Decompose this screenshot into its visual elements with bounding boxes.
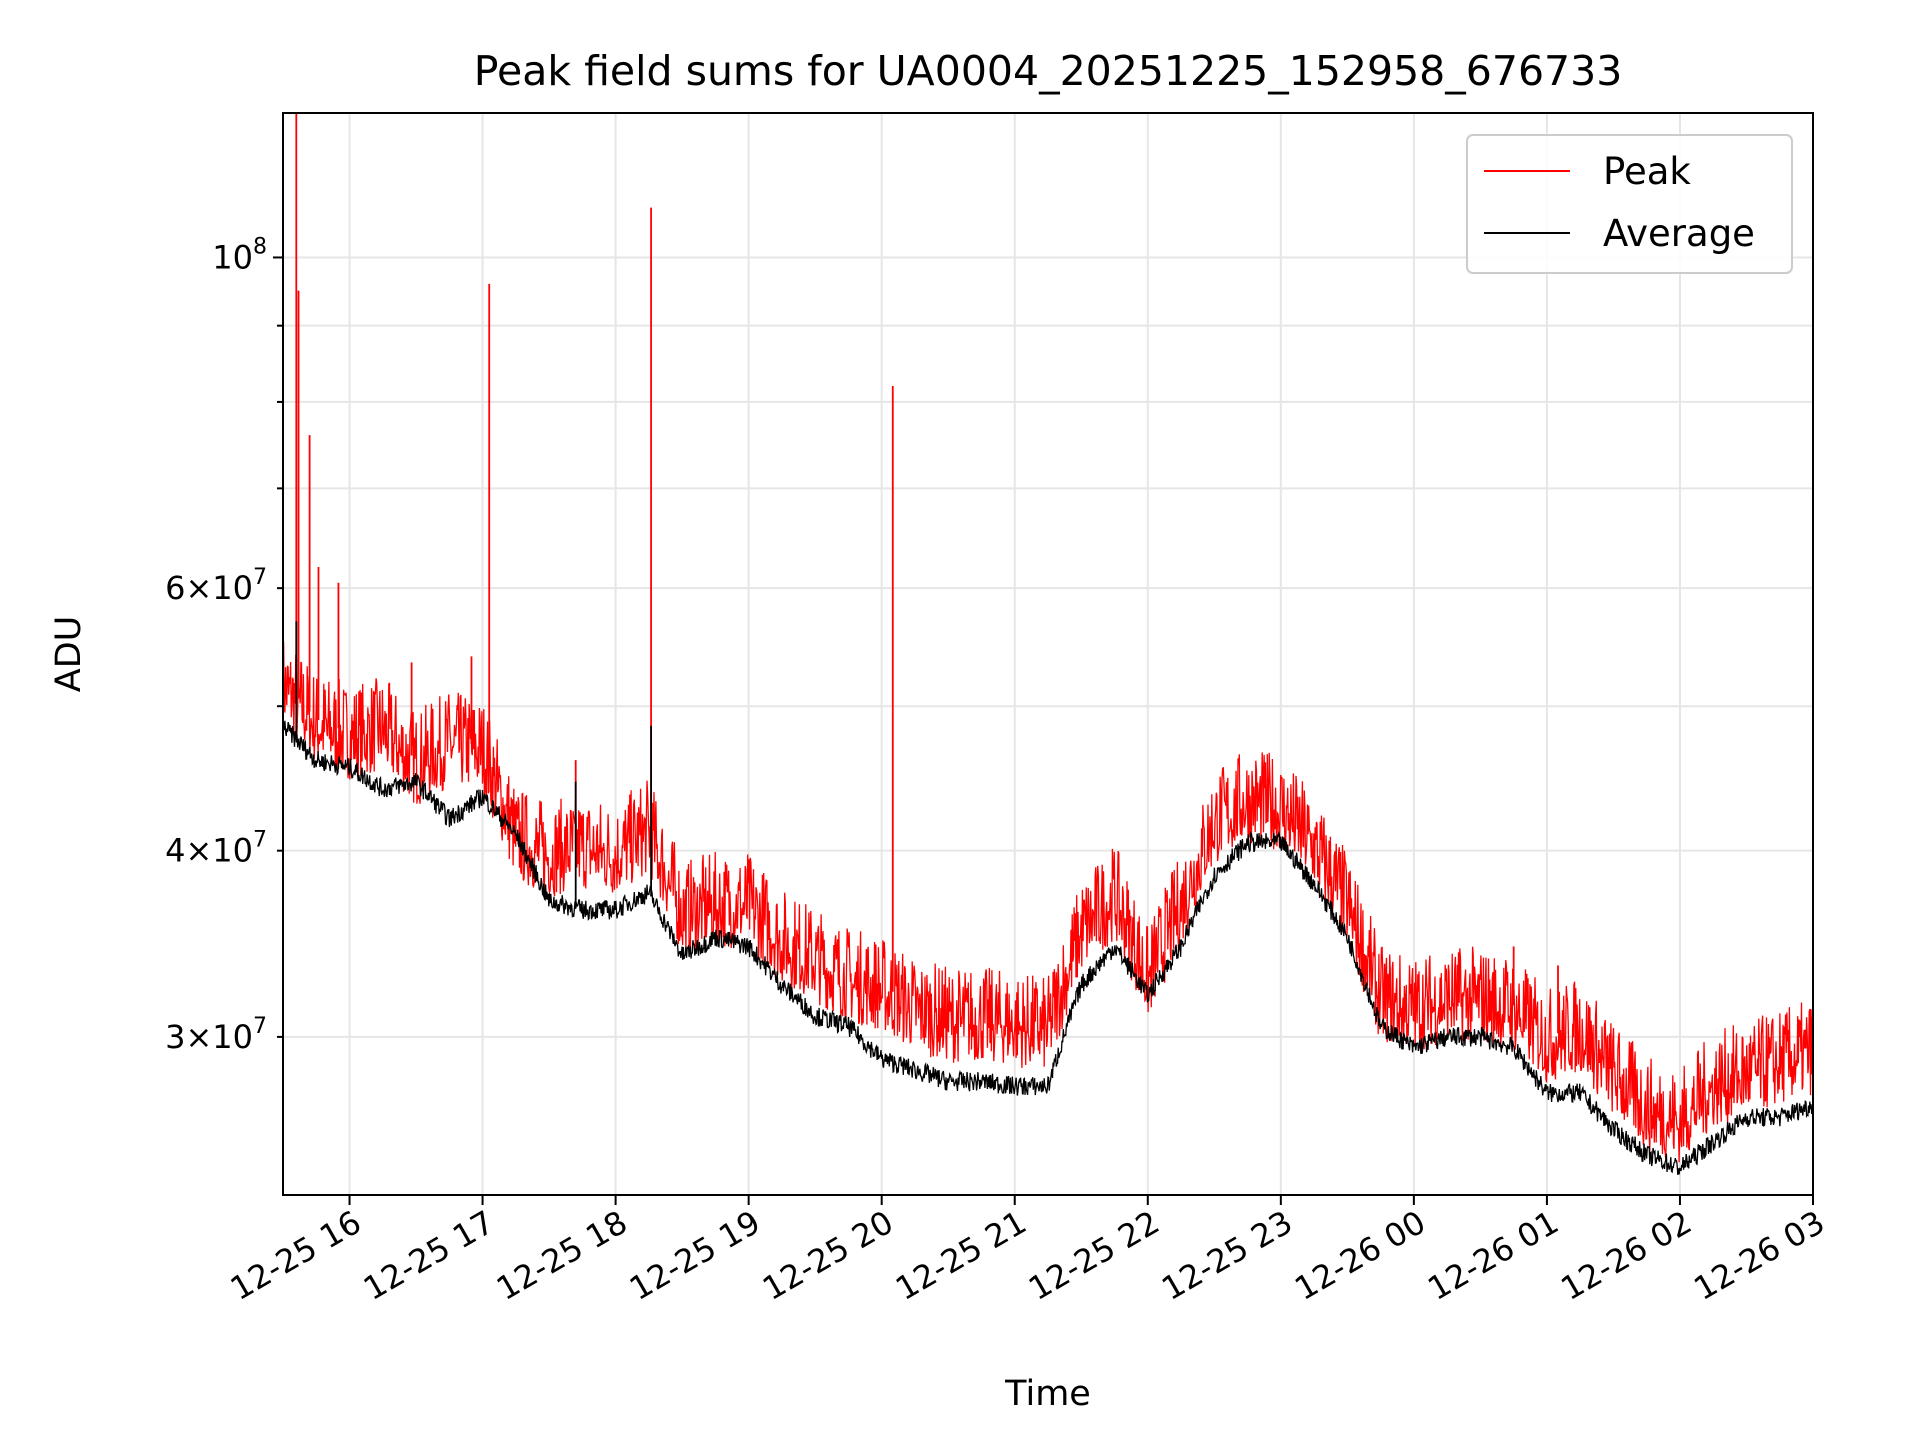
legend: Peak Average (1466, 134, 1793, 274)
grid (283, 113, 1814, 1195)
legend-label-peak: Peak (1603, 150, 1691, 193)
series-average (283, 621, 1813, 1175)
chart-title: Peak field sums for UA0004_20251225_1529… (474, 47, 1623, 95)
plot-frame (282, 112, 1814, 1196)
y-tick-label: 6×107 (165, 565, 267, 607)
legend-label-average: Average (1603, 212, 1755, 255)
series-peak (283, 113, 1813, 1163)
legend-box (1466, 134, 1793, 274)
y-tick-label: 4×107 (165, 828, 267, 870)
y-tick-label: 3×107 (165, 1014, 267, 1056)
series-layer (283, 113, 1813, 1175)
series-line-peak (283, 641, 1813, 1163)
series-line-average (283, 719, 1813, 1175)
x-axis-label: Time (1004, 1374, 1091, 1414)
y-axis-label: ADU (49, 616, 89, 693)
